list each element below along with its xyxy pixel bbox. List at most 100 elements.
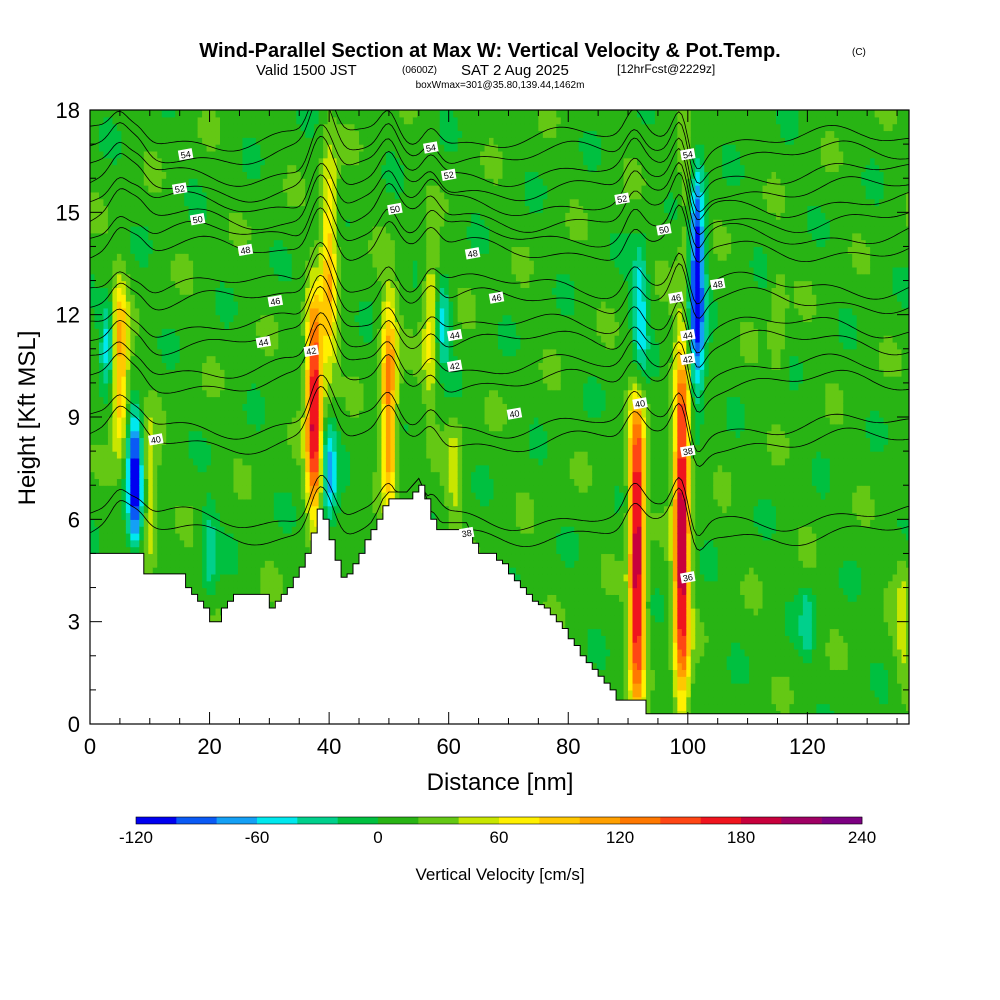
w-cell	[291, 560, 297, 568]
w-cell	[296, 171, 302, 179]
w-cell	[206, 171, 212, 179]
w-cell	[260, 212, 266, 220]
w-cell	[287, 355, 293, 364]
w-cell	[255, 355, 261, 364]
w-cell	[242, 410, 248, 418]
w-cell	[282, 212, 288, 220]
w-cell	[202, 485, 208, 493]
w-cell	[314, 150, 320, 159]
w-cell	[143, 110, 149, 118]
w-cell	[166, 191, 172, 200]
w-cell	[179, 314, 185, 323]
w-cell	[220, 430, 226, 439]
w-cell	[175, 212, 181, 220]
w-cell	[184, 287, 190, 295]
w-cell	[130, 294, 136, 302]
w-cell	[130, 301, 136, 309]
w-cell	[90, 205, 96, 213]
w-cell	[161, 396, 167, 404]
w-cell	[202, 137, 208, 145]
w-cell	[278, 116, 284, 125]
w-cell	[188, 301, 194, 309]
w-cell	[130, 150, 136, 159]
w-cell	[107, 287, 114, 295]
w-cell	[184, 348, 190, 357]
w-cell	[224, 110, 230, 118]
w-cell	[175, 532, 181, 541]
w-cell	[309, 430, 315, 439]
w-cell	[152, 171, 158, 179]
w-cell	[291, 314, 297, 323]
w-cell	[260, 430, 266, 439]
w-cell	[300, 335, 306, 343]
w-cell	[143, 253, 149, 261]
w-cell	[143, 144, 149, 152]
w-cell	[220, 532, 226, 541]
w-cell	[202, 110, 208, 118]
w-cell	[309, 464, 315, 473]
w-cell	[237, 273, 244, 282]
w-cell	[305, 287, 311, 295]
w-cell	[233, 430, 239, 439]
w-cell	[175, 191, 181, 200]
w-cell	[166, 178, 172, 186]
w-cell	[246, 328, 253, 336]
box-info: boxWmax=301@35.80,139.44,1462m	[416, 80, 585, 91]
w-cell	[242, 430, 248, 439]
w-cell	[327, 314, 333, 323]
w-cell	[251, 219, 257, 227]
w-cell	[260, 485, 266, 493]
w-cell	[220, 485, 226, 493]
w-cell	[134, 171, 140, 179]
w-cell	[193, 110, 199, 118]
w-cell	[220, 219, 226, 227]
w-cell	[161, 232, 167, 241]
w-cell	[184, 532, 190, 541]
w-cell	[193, 185, 199, 193]
w-cell	[287, 567, 293, 575]
w-cell	[318, 403, 324, 411]
w-cell	[170, 471, 176, 479]
w-cell	[314, 307, 320, 316]
w-cell	[112, 396, 118, 404]
w-cell	[143, 137, 149, 145]
w-cell	[148, 294, 154, 302]
w-cell	[121, 546, 127, 555]
w-cell	[305, 328, 311, 336]
w-cell	[161, 532, 167, 541]
w-cell	[202, 580, 208, 589]
w-cell	[318, 369, 324, 377]
w-cell	[202, 389, 208, 398]
w-cell	[278, 178, 284, 186]
w-cell	[228, 410, 235, 418]
w-cell	[197, 307, 203, 316]
w-cell	[193, 321, 199, 329]
w-cell	[90, 341, 96, 350]
w-cell	[242, 260, 248, 268]
w-cell	[278, 225, 284, 234]
w-cell	[90, 178, 96, 186]
w-cell	[170, 505, 176, 514]
w-cell	[273, 580, 279, 589]
w-cell	[170, 451, 176, 459]
w-cell	[202, 464, 208, 473]
w-cell	[300, 464, 306, 473]
w-cell	[152, 362, 158, 370]
w-cell	[148, 567, 154, 575]
w-cell	[291, 260, 297, 268]
w-cell	[242, 307, 248, 316]
w-cell	[296, 519, 302, 527]
w-cell	[152, 539, 158, 548]
w-cell	[166, 123, 172, 132]
w-cell	[228, 437, 235, 445]
w-cell	[309, 260, 315, 268]
w-cell	[94, 492, 100, 500]
w-cell	[251, 144, 257, 152]
w-cell	[327, 519, 333, 527]
w-cell	[161, 355, 167, 364]
w-cell	[282, 437, 288, 445]
w-cell	[314, 239, 320, 248]
w-cell	[237, 239, 244, 248]
w-cell	[139, 150, 145, 159]
w-cell	[90, 239, 96, 248]
